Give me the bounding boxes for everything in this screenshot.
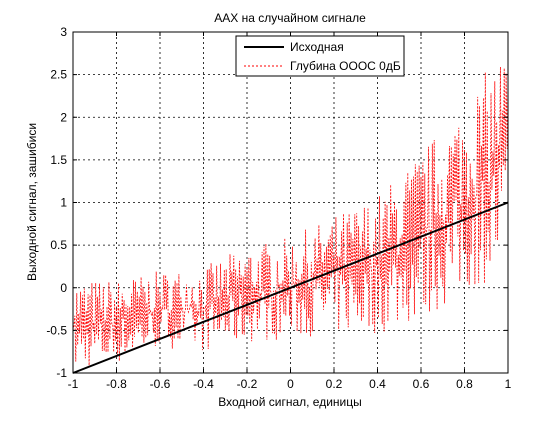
- y-tick-label: 2: [60, 110, 67, 124]
- y-tick-label: -1: [56, 366, 67, 380]
- legend-box: [235, 35, 405, 77]
- x-tick-label: 0.6: [413, 377, 430, 391]
- x-tick-label: 0: [287, 377, 294, 391]
- y-tick-label: 3: [60, 25, 67, 39]
- y-tick-label: 0: [60, 281, 67, 295]
- x-tick-label: -1: [68, 377, 79, 391]
- chart-title: ААХ на случайном сигнале: [214, 11, 366, 25]
- x-tick-label: -0.8: [106, 377, 127, 391]
- y-tick-label: 1.5: [50, 153, 67, 167]
- x-tick-label: -0.4: [193, 377, 214, 391]
- x-tick-label: -0.2: [237, 377, 258, 391]
- legend-label-original: Исходная: [290, 40, 344, 54]
- y-tick-label: -0.5: [46, 323, 67, 337]
- y-tick-label: 0.5: [50, 238, 67, 252]
- x-tick-label: 0.8: [456, 377, 473, 391]
- x-tick-label: 1: [505, 377, 512, 391]
- x-tick-label: 0.2: [326, 377, 343, 391]
- y-tick-label: 2.5: [50, 68, 67, 82]
- axis-ticks: -1 -0.8 -0.6 -0.4 -0.2 0 0.2 0.4 0.6 0.8 1 -1 -0.5 0 0…: [46, 25, 511, 391]
- series-line-feedback: [72, 66, 509, 368]
- legend: Исходная Глубина ООOC 0дБ: [235, 35, 405, 77]
- y-axis-label: Выходной сигнал, зашибиси: [25, 123, 39, 281]
- x-axis-label: Входной сигнал, единицы: [218, 395, 361, 409]
- y-tick-label: 1: [60, 196, 67, 210]
- data-layer: [72, 66, 509, 374]
- legend-label-feedback: Глубина ООOC 0дБ: [290, 59, 401, 73]
- series-line-original: [72, 201, 509, 374]
- x-tick-label: -0.6: [150, 377, 171, 391]
- x-tick-label: 0.4: [369, 377, 386, 391]
